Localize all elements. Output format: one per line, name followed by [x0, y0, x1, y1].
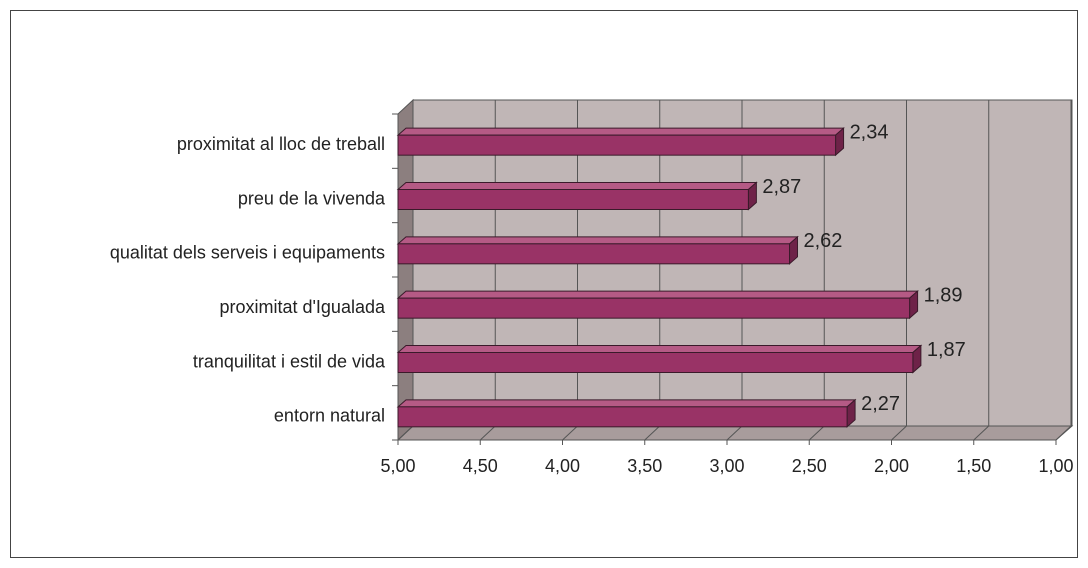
y-tick-label: proximitat d'Igualada: [219, 297, 386, 317]
x-tick-label: 1,00: [1038, 456, 1073, 476]
bar-top: [396, 127, 845, 136]
x-tick-label: 2,00: [874, 456, 909, 476]
value-label: 1,87: [927, 339, 966, 361]
x-tick-label: 2,50: [792, 456, 827, 476]
floor-line: [562, 425, 578, 441]
floor-line: [891, 425, 907, 441]
floor-line: [808, 425, 825, 441]
bar: [397, 189, 749, 210]
floor-line: [397, 425, 414, 441]
y-tick-label: entorn natural: [274, 406, 385, 426]
bar-top: [396, 290, 919, 299]
x-tick-label: 1,50: [956, 456, 991, 476]
y-tick-label: proximitat al lloc de treball: [177, 134, 385, 154]
x-tick-label: 4,00: [545, 456, 580, 476]
bar-top: [396, 345, 923, 353]
value-label: 2,62: [804, 230, 843, 252]
bar: [397, 134, 837, 156]
value-label: 2,34: [850, 121, 889, 143]
bar-top: [396, 399, 857, 408]
floor-line: [1055, 425, 1072, 441]
bar-top: [396, 182, 758, 190]
bar: [397, 352, 914, 373]
x-tick-label: 4,50: [463, 456, 498, 476]
bar-top: [396, 236, 799, 245]
bar: [397, 297, 911, 319]
value-label: 2,87: [762, 176, 801, 198]
floor-line: [644, 425, 661, 441]
plot: 5,00 4,50 4,00 3,50 3,00 2,50 2,00 1,50 1,00 prox…: [110, 100, 1074, 476]
x-tick-label: 3,50: [627, 456, 662, 476]
x-tick-label: 3,00: [709, 456, 744, 476]
y-tick-label: preu de la vivenda: [238, 188, 386, 208]
floor-line: [726, 425, 743, 441]
bar: [397, 243, 791, 265]
y-tick-label: qualitat dels serveis i equipaments: [110, 243, 385, 263]
y-tick-label: tranquilitat i estil de vida: [193, 351, 386, 371]
floor-line: [479, 425, 496, 441]
bar: [397, 406, 848, 428]
value-label: 2,27: [861, 393, 900, 415]
floor-line: [973, 425, 990, 441]
x-tick-label: 5,00: [380, 456, 415, 476]
value-label: 1,89: [924, 284, 963, 306]
